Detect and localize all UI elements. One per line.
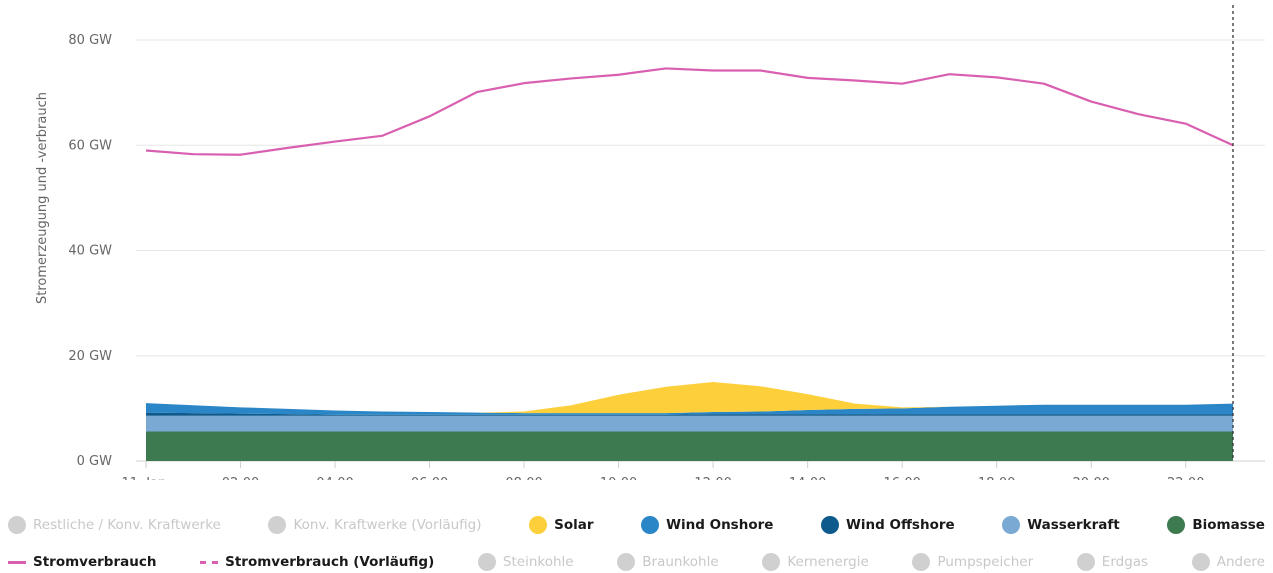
area-wasserkraft: [146, 415, 1233, 432]
legend-label: Kernenergie: [787, 554, 869, 570]
legend-dot-icon: [8, 516, 26, 534]
x-tick-label: 22:00: [1167, 476, 1204, 480]
x-tick-label: 02:00: [222, 476, 259, 480]
x-tick-label: 18:00: [978, 476, 1015, 480]
legend-dashed-line-icon: [200, 560, 219, 564]
legend-label: Andere: [1216, 554, 1265, 570]
legend-item-kernenergie[interactable]: Kernenergie: [762, 553, 869, 571]
y-tick-label: 80 GW: [68, 33, 112, 48]
x-tick-label: 16:00: [883, 476, 920, 480]
legend-item-konv-kraftwerke-vorl-ufig[interactable]: Konv. Kraftwerke (Vorläufig): [268, 516, 482, 534]
x-tick-label: 14:00: [789, 476, 826, 480]
legend-row-2: Stromverbrauch Stromverbrauch (Vorläufig)…: [8, 551, 1265, 573]
y-tick-label: 20 GW: [68, 349, 112, 364]
legend-dot-icon: [912, 553, 931, 571]
legend-item-wasserkraft[interactable]: Wasserkraft: [1002, 516, 1120, 534]
legend-dot-icon: [821, 516, 840, 534]
legend-item-solar[interactable]: Solar: [529, 516, 594, 534]
chart-svg: 0 GW 20 GW 40 GW 60 GW 80 GW 11. Jan. 02:00 04:…: [35, 5, 1265, 491]
legend-dot-icon: [1167, 516, 1186, 534]
area-layer: [146, 382, 1233, 461]
legend-dot-icon: [641, 516, 660, 534]
x-tick-label: 12:00: [694, 476, 731, 480]
line-stromverbrauch: [145, 67, 1234, 156]
x-tick-label: 20:00: [1072, 476, 1109, 480]
legend-dot-icon: [762, 553, 781, 571]
area-wind-onshore: [146, 403, 1233, 415]
legend-dot-icon: [1002, 516, 1021, 534]
legend-row-1: Restliche / Konv. Kraftwerke Konv. Kraftw…: [8, 514, 1265, 536]
legend-label: Restliche / Konv. Kraftwerke: [33, 517, 221, 533]
legend-item-pumpspeicher[interactable]: Pumpspeicher: [912, 553, 1033, 571]
y-tick-label: 60 GW: [68, 138, 112, 153]
legend-label: Wind Onshore: [666, 517, 774, 533]
legend-dot-icon: [268, 516, 287, 534]
area-biomasse: [146, 431, 1233, 461]
legend-item-braunkohle[interactable]: Braunkohle: [617, 553, 719, 571]
legend-item-biomasse[interactable]: Biomasse: [1167, 516, 1265, 534]
legend-item-stromverbrauch-vorl-ufig[interactable]: Stromverbrauch (Vorläufig): [200, 554, 434, 570]
legend-dot-icon: [1191, 553, 1210, 571]
legend-dot-icon: [1076, 553, 1095, 571]
legend-label: Konv. Kraftwerke (Vorläufig): [293, 517, 482, 533]
legend-item-wind-onshore[interactable]: Wind Onshore: [641, 516, 773, 534]
area-wind-offshore: [146, 412, 1233, 416]
x-tick-label: 06:00: [411, 476, 448, 480]
legend-label: Stromverbrauch: [33, 554, 157, 570]
line-layer: [145, 5, 1234, 461]
area-solar: [146, 382, 1233, 414]
legend-dot-icon: [529, 516, 548, 534]
legend-label: Wasserkraft: [1027, 517, 1120, 533]
legend-item-erdgas[interactable]: Erdgas: [1076, 553, 1149, 571]
legend-label: Solar: [554, 517, 594, 533]
x-tick-label: 10:00: [600, 476, 637, 480]
legend-item-wind-offshore[interactable]: Wind Offshore: [821, 516, 955, 534]
legend-label: Biomasse: [1192, 517, 1265, 533]
legend-item-steinkohle[interactable]: Steinkohle: [477, 553, 574, 571]
x-tick-label: 04:00: [316, 476, 353, 480]
legend-item-restliche-konv-kraftwerke[interactable]: Restliche / Konv. Kraftwerke: [8, 516, 221, 534]
x-tick-label: 11. Jan.: [122, 476, 171, 480]
legend-label: Pumpspeicher: [937, 554, 1034, 570]
legend-label: Steinkohle: [502, 554, 574, 570]
y-tick-label: 40 GW: [68, 244, 112, 259]
y-axis-title: Stromerzeugung und -verbrauch: [35, 92, 50, 304]
legend-item-andere[interactable]: Andere: [1191, 553, 1265, 571]
legend-item-stromverbrauch[interactable]: Stromverbrauch: [8, 554, 156, 570]
legend-label: Wind Offshore: [846, 517, 955, 533]
x-tick-label: 08:00: [505, 476, 542, 480]
y-tick-label: 0 GW: [77, 454, 112, 469]
legend-label: Braunkohle: [642, 554, 719, 570]
legend-dot-icon: [617, 553, 636, 571]
legend-label: Stromverbrauch (Vorläufig): [225, 554, 435, 570]
legend-line-icon: [8, 560, 26, 564]
legend-dot-icon: [477, 553, 496, 571]
legend-label: Erdgas: [1101, 554, 1149, 570]
